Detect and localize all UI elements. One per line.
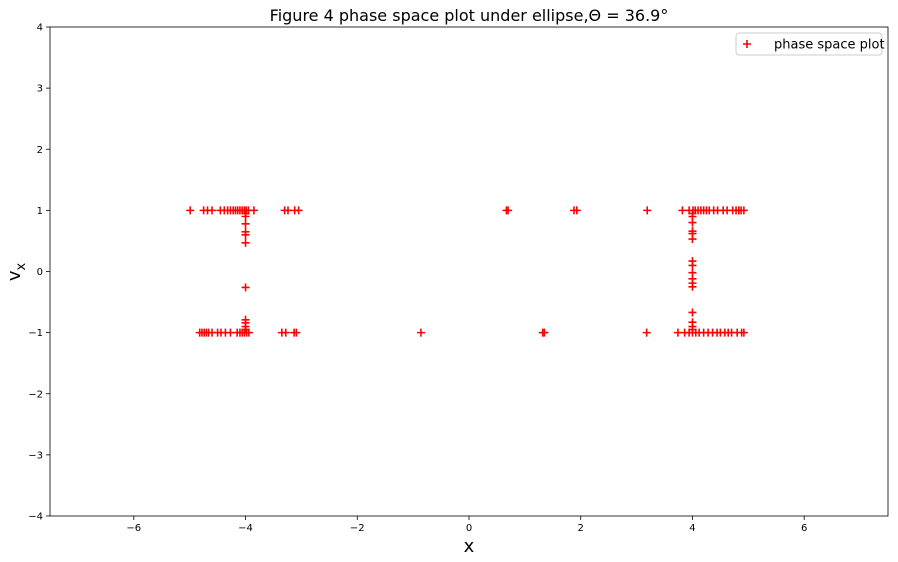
y-axis-label: vx [4,263,29,282]
x-tick-label: 0 [466,523,472,534]
legend: phase space plot [735,32,885,56]
data-point [292,328,301,337]
data-point [688,308,697,317]
data-point [688,235,697,244]
data-point [241,238,250,247]
data-point [643,206,652,215]
data-point [294,206,303,215]
data-point [739,206,748,215]
data-point [688,282,697,291]
x-tick-label: 4 [689,523,695,534]
data-point [504,206,513,215]
y-tick-label: −2 [28,389,43,400]
y-tick-label: −4 [28,512,43,523]
y-axis-ticks: −4 −3 −2 −1 0 1 2 3 4 [28,23,50,523]
data-point [208,206,217,215]
chart-title: Figure 4 phase space plot under ellipse,… [270,6,669,25]
data-point [241,230,250,239]
x-tick-label: −2 [350,523,365,534]
data-point [642,328,651,337]
legend-label: phase space plot [774,38,885,53]
data-point [241,212,250,221]
y-tick-label: −3 [28,450,43,461]
data-point [678,206,687,215]
y-axis-label-main: v [4,270,25,281]
x-axis-label: x [464,536,475,557]
legend-marker-icon [743,40,751,48]
x-tick-label: 2 [578,523,584,534]
y-tick-label: −1 [28,328,43,339]
x-tick-label: 6 [801,523,807,534]
data-point [688,218,697,227]
y-tick-label: 3 [37,84,43,95]
data-point [416,328,425,337]
data-point [244,328,253,337]
y-tick-label: 0 [37,267,43,278]
data-point [572,206,581,215]
y-tick-label: 2 [37,145,43,156]
x-tick-label: −6 [126,523,141,534]
data-point [739,328,748,337]
data-point [283,206,292,215]
data-point [226,328,235,337]
y-tick-label: 4 [37,23,43,34]
data-point [688,261,697,270]
data-point [241,283,250,292]
y-axis-label-subscript: x [14,263,29,271]
data-point [186,206,195,215]
data-point [281,328,290,337]
y-tick-label: 1 [37,206,43,217]
data-point [673,328,682,337]
data-point [249,206,258,215]
data-point [540,328,549,337]
data-point [241,219,250,228]
data-points [186,206,748,337]
x-tick-label: −4 [238,523,253,534]
legend-box [735,32,883,56]
x-axis-ticks: −6 −4 −2 0 2 4 6 [126,516,807,534]
